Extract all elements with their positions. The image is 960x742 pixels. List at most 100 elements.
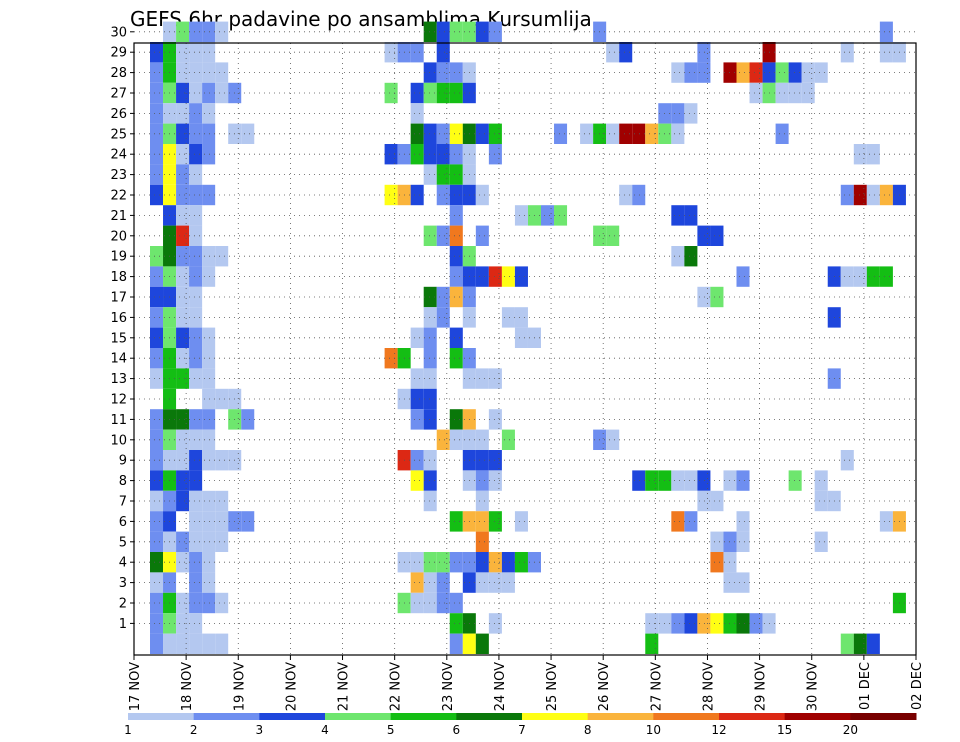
heatmap-cell [176, 62, 190, 83]
heatmap-cell [202, 592, 216, 614]
heatmap-cell [241, 409, 255, 430]
heatmap-cell [619, 123, 633, 144]
heatmap-cell [697, 42, 711, 63]
x-tick-label: 23 NOV [441, 662, 456, 711]
y-tick-label: 14 [110, 352, 127, 367]
heatmap-cell [202, 42, 216, 63]
heatmap-cell [449, 246, 463, 267]
heatmap-cell [423, 368, 437, 389]
heatmap-cell [150, 184, 164, 206]
heatmap-cell [736, 613, 750, 634]
heatmap-cell [449, 164, 463, 185]
heatmap-cell [684, 470, 698, 491]
heatmap-cell [775, 123, 789, 144]
x-tick-label: 02 DEC [910, 662, 925, 710]
heatmap-cell [215, 62, 229, 83]
heatmap-cell [488, 21, 502, 42]
y-tick-label: 8 [119, 474, 127, 489]
heatmap-cell [202, 552, 216, 573]
heatmap-cell [423, 388, 437, 410]
heatmap-cell [423, 123, 437, 144]
heatmap-cell [176, 21, 190, 42]
heatmap-cell [436, 82, 450, 104]
heatmap-cell [449, 348, 463, 369]
legend-label: 20 [843, 723, 858, 737]
y-axis-ticks: 1234567891011121314151617181920212223242… [110, 25, 134, 632]
heatmap-cell [488, 409, 502, 430]
heatmap-cell [176, 470, 190, 491]
heatmap-cell [410, 184, 424, 206]
heatmap-cell [150, 42, 164, 63]
heatmap-cell [840, 450, 854, 471]
legend-swatch [128, 713, 195, 720]
heatmap-cell [189, 531, 203, 552]
heatmap-cell [423, 286, 437, 308]
heatmap-cell [176, 82, 190, 104]
heatmap-cell [671, 205, 685, 226]
heatmap-cell [384, 348, 398, 369]
heatmap-cell [475, 450, 489, 471]
heatmap-cell [410, 103, 424, 124]
heatmap-cell [410, 592, 424, 614]
heatmap-cell [606, 225, 620, 246]
heatmap-cell [514, 552, 528, 573]
heatmap-cell [215, 246, 229, 267]
heatmap-cell [176, 286, 190, 308]
heatmap-cell [736, 531, 750, 552]
heatmap-cell [488, 572, 502, 593]
heatmap-cell [749, 62, 763, 83]
heatmap-cell [619, 42, 633, 63]
legend-label: 8 [584, 723, 592, 737]
heatmap-cell [150, 552, 164, 573]
heatmap-cell [189, 307, 203, 328]
heatmap-cell [449, 511, 463, 532]
heatmap-cell [449, 613, 463, 634]
heatmap-cell [202, 348, 216, 369]
legend-swatch [390, 713, 457, 720]
heatmap-cell [202, 490, 216, 512]
heatmap-cell [814, 62, 828, 83]
legend-label: 6 [453, 723, 461, 737]
heatmap-cell [150, 633, 164, 654]
grid-lines [134, 31, 916, 655]
heatmap-cell [840, 266, 854, 287]
heatmap-cell [501, 266, 515, 287]
x-tick-label: 18 NOV [180, 662, 195, 711]
legend-label: 2 [190, 723, 198, 737]
legend-label: 4 [321, 723, 329, 737]
heatmap-cell [449, 429, 463, 450]
heatmap-cell [202, 123, 216, 144]
heatmap-cell [671, 62, 685, 83]
heatmap-cell [697, 286, 711, 308]
y-tick-label: 19 [110, 250, 127, 265]
heatmap-cell [189, 613, 203, 634]
heatmap-cell [775, 82, 789, 104]
heatmap-cell [423, 82, 437, 104]
heatmap-cell [710, 613, 724, 634]
heatmap-cell [645, 470, 659, 491]
heatmap-cell [423, 327, 437, 348]
heatmap-cell [410, 327, 424, 348]
heatmap-cell [189, 21, 203, 42]
heatmap-cell [541, 205, 555, 226]
heatmap-cell [632, 470, 646, 491]
heatmap-cell [176, 368, 190, 389]
legend-label: 15 [777, 723, 792, 737]
heatmap-cell [436, 286, 450, 308]
heatmap-cell [202, 246, 216, 267]
heatmap-cell [189, 225, 203, 246]
heatmap-cell [423, 164, 437, 185]
heatmap-cell [176, 490, 190, 512]
heatmap-cell [866, 633, 880, 654]
heatmap-cell [176, 144, 190, 165]
legend-label: 1 [124, 723, 132, 737]
heatmap-cell [150, 429, 164, 450]
heatmap-cell [150, 82, 164, 104]
heatmap-cell [423, 592, 437, 614]
heatmap-cell [801, 62, 815, 83]
y-tick-label: 2 [119, 597, 127, 612]
heatmap-cell [488, 511, 502, 532]
heatmap-cell [202, 184, 216, 206]
heatmap-cell [189, 123, 203, 144]
heatmap-cell [189, 552, 203, 573]
